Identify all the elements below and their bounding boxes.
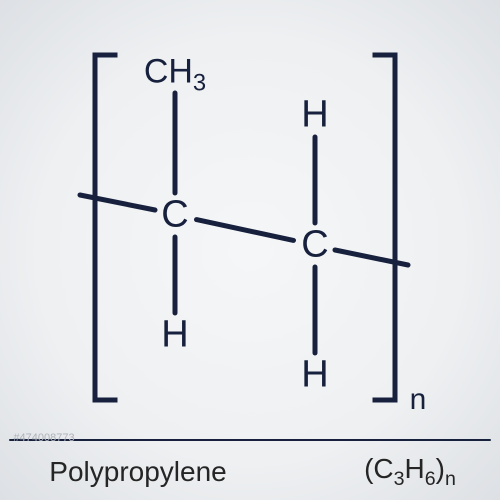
atom-CH3: CH3 — [144, 53, 206, 98]
compound-name-label: Polypropylene — [49, 456, 226, 488]
atom-C1: C — [161, 194, 188, 237]
diagram-svg — [0, 0, 500, 500]
formula-label: (C3H6)n — [364, 453, 456, 491]
watermark-text: #474008773 — [13, 432, 74, 444]
atom-H_top_right: H — [301, 94, 328, 137]
repeat-n-label: n — [410, 383, 427, 417]
diagram-stage: CH3 H C C H Hn Polypropylene (C3H6)n #474008773 — [0, 0, 500, 500]
atom-H_bottom_right: H — [301, 354, 328, 397]
atom-H_bottom_left: H — [161, 314, 188, 357]
atom-C2: C — [301, 224, 328, 267]
